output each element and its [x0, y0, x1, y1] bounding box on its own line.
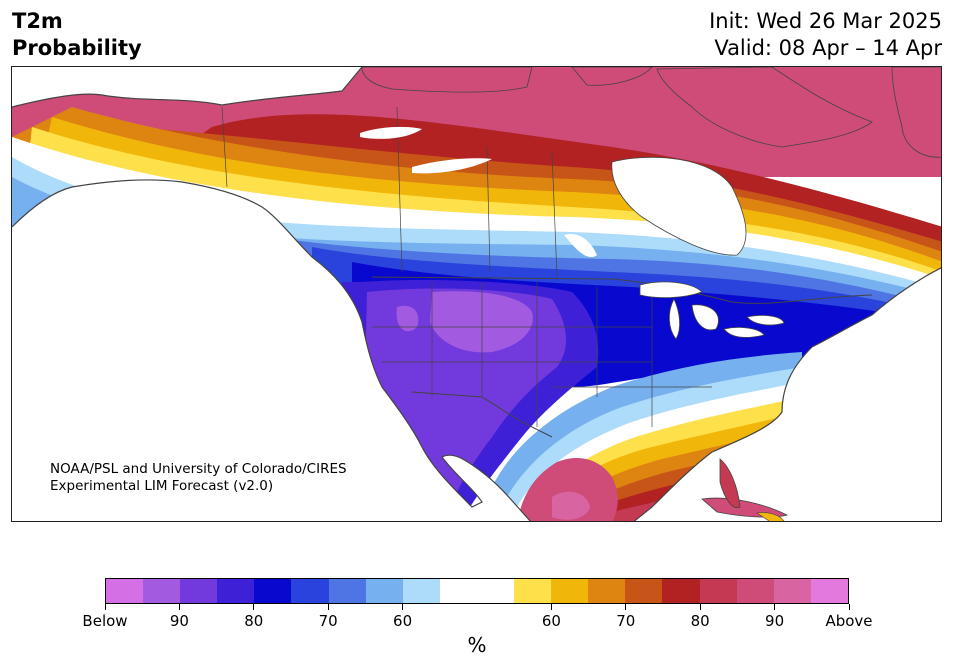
colorbar-tick-label: 70 [318, 612, 338, 630]
colorbar-swatch [217, 579, 255, 603]
attribution: NOAA/PSL and University of Colorado/CIRE… [50, 461, 347, 495]
product-name: Probability [12, 36, 142, 60]
colorbar-swatch [810, 579, 848, 603]
colorbar-tick-label: 90 [169, 612, 189, 630]
colorbar-tick-label: 80 [244, 612, 264, 630]
colorbar-swatch [180, 579, 218, 603]
colorbar-tick [848, 604, 850, 610]
coastline [12, 67, 941, 521]
forecast-dates: Init: Wed 26 Mar 2025 Valid: 08 Apr – 14… [709, 8, 942, 62]
colorbar-swatch [551, 579, 589, 603]
attribution-line-2: Experimental LIM Forecast (v2.0) [50, 478, 274, 494]
colorbar-tick [699, 604, 701, 610]
colorbar-tick-label: 60 [541, 612, 561, 630]
colorbar-tick-label: 90 [765, 612, 785, 630]
colorbar-swatch [254, 579, 292, 603]
colorbar-swatch [476, 579, 515, 603]
colorbar-swatch [736, 579, 774, 603]
colorbar-tick-label: 60 [393, 612, 413, 630]
colorbar-tick-label: Below [82, 612, 128, 630]
colorbar-tick [327, 604, 329, 610]
colorbar-swatch [291, 579, 329, 603]
colorbar-tick [402, 604, 404, 610]
colorbar-swatch [365, 579, 403, 603]
great-lakes [639, 281, 785, 340]
florida [719, 458, 741, 509]
canadian-lakes [360, 126, 597, 258]
colorbar [105, 578, 849, 604]
state-borders [221, 106, 712, 427]
colorbar-tick [104, 604, 106, 610]
colorbar-swatch [106, 579, 144, 603]
attribution-line-1: NOAA/PSL and University of Colorado/CIRE… [50, 461, 347, 477]
colorbar-tick [550, 604, 552, 610]
colorbar-swatch [625, 579, 663, 603]
map-title: T2m Probability [12, 8, 142, 62]
colorbar-tick-label: 80 [690, 612, 710, 630]
valid-dates: Valid: 08 Apr – 14 Apr [714, 36, 942, 60]
colorbar-tick [774, 604, 776, 610]
arctic-islands [361, 67, 941, 158]
colorbar-swatch [328, 579, 366, 603]
us-mexico-border [411, 391, 553, 438]
map-panel[interactable]: NOAA/PSL and University of Colorado/CIRE… [11, 66, 942, 522]
colorbar-swatch [699, 579, 737, 603]
colorbar-tick [178, 604, 180, 610]
init-date: Init: Wed 26 Mar 2025 [709, 9, 942, 33]
variable-name: T2m [12, 9, 63, 33]
colorbar-tick [625, 604, 627, 610]
colorbar-swatch [514, 579, 552, 603]
colorbar-swatch [402, 579, 440, 603]
colorbar-unit: % [467, 633, 487, 657]
colorbar-swatch [439, 579, 477, 603]
colorbar-tick-label: Above [825, 612, 873, 630]
colorbar-swatch [143, 579, 181, 603]
colorbar-tick-label: 70 [616, 612, 636, 630]
colorbar-swatch [662, 579, 700, 603]
colorbar-swatch [773, 579, 811, 603]
colorbar-swatch [588, 579, 626, 603]
hudson-bay [611, 156, 747, 256]
bahamas [756, 512, 785, 521]
colorbar-tick [253, 604, 255, 610]
us-canada-border [371, 276, 873, 304]
probability-map [12, 67, 941, 521]
